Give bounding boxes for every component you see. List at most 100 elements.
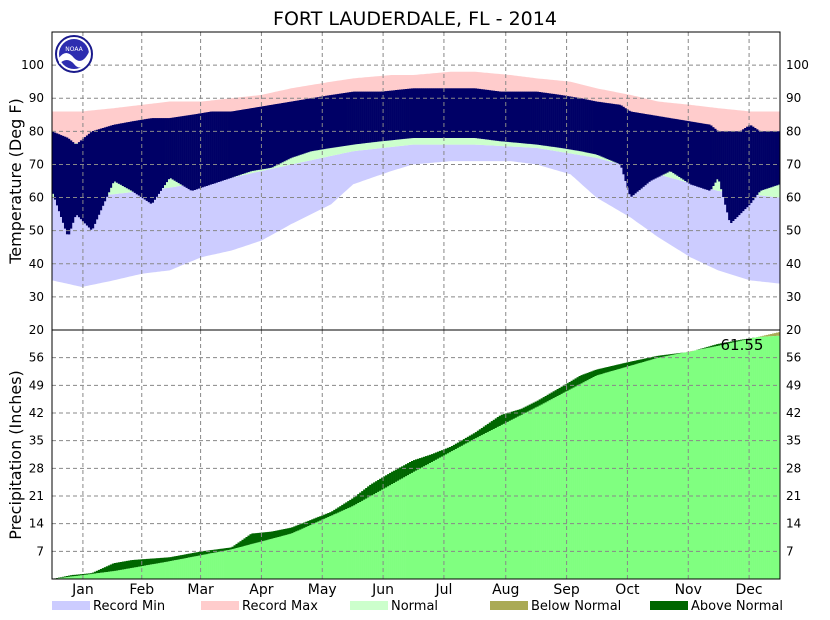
normal-precip-bar bbox=[343, 509, 346, 579]
observed-temp-bar bbox=[191, 114, 194, 191]
normal-precip-bar bbox=[552, 398, 555, 579]
observed-temp-bar bbox=[397, 89, 400, 140]
observed-temp-bar bbox=[241, 109, 244, 174]
above-normal-bar bbox=[630, 361, 633, 366]
above-normal-bar bbox=[466, 436, 470, 443]
normal-precip-bar bbox=[71, 576, 75, 579]
normal-precip-bar bbox=[668, 355, 671, 579]
observed-temp-bar bbox=[470, 88, 474, 138]
normal-precip-bar bbox=[133, 567, 137, 579]
normal-precip-bar bbox=[85, 574, 89, 579]
normal-precip-bar bbox=[199, 555, 202, 579]
above-normal-bar bbox=[143, 559, 147, 566]
temp-tick-label-left: 70 bbox=[29, 157, 44, 171]
observed-temp-bar bbox=[327, 95, 330, 149]
legend-swatch bbox=[52, 601, 90, 610]
observed-temp-bar bbox=[109, 125, 113, 188]
above-normal-bar bbox=[592, 370, 595, 377]
observed-temp-bar bbox=[349, 92, 352, 146]
observed-temp-bar bbox=[203, 112, 206, 187]
above-normal-bar bbox=[634, 360, 637, 365]
normal-precip-bar bbox=[512, 418, 516, 579]
above-normal-bar bbox=[217, 549, 220, 552]
observed-temp-bar bbox=[542, 92, 545, 146]
above-normal-bar bbox=[610, 366, 613, 372]
normal-precip-bar bbox=[474, 438, 478, 579]
observed-temp-bar bbox=[704, 123, 707, 190]
month-label-sep: Sep bbox=[553, 582, 580, 598]
observed-temp-bar bbox=[600, 102, 603, 157]
below-normal-bar bbox=[762, 335, 765, 337]
precip-tick-label-right: 21 bbox=[786, 489, 801, 503]
observed-temp-bar bbox=[426, 88, 430, 138]
observed-temp-bar bbox=[656, 115, 659, 178]
above-normal-bar bbox=[624, 362, 627, 368]
noaa-logo: NOAA bbox=[55, 35, 93, 73]
observed-temp-bar bbox=[680, 119, 683, 179]
normal-precip-bar bbox=[718, 345, 721, 579]
above-normal-bar bbox=[169, 557, 172, 561]
normal-precip-bar bbox=[710, 347, 713, 579]
above-normal-bar bbox=[444, 448, 448, 455]
above-normal-bar bbox=[448, 447, 452, 453]
observed-temp-bar bbox=[702, 123, 705, 189]
above-normal-bar bbox=[602, 367, 605, 374]
normal-precip-bar bbox=[73, 576, 77, 579]
observed-temp-bar bbox=[289, 101, 292, 159]
observed-temp-bar bbox=[530, 91, 533, 145]
above-normal-bar bbox=[313, 518, 316, 524]
above-normal-bar bbox=[484, 425, 488, 433]
above-normal-bar bbox=[341, 504, 344, 511]
observed-temp-bar bbox=[692, 121, 695, 186]
observed-temp-bar bbox=[357, 91, 360, 144]
observed-temp-bar bbox=[93, 130, 97, 224]
normal-precip-bar bbox=[464, 443, 468, 579]
normal-precip-bar bbox=[405, 476, 408, 579]
observed-temp-bar bbox=[239, 110, 242, 175]
observed-temp-bar bbox=[768, 131, 771, 188]
above-normal-bar bbox=[550, 392, 553, 400]
observed-temp-bar bbox=[560, 95, 563, 149]
temp-tick-label-left: 50 bbox=[29, 224, 44, 238]
above-normal-bar bbox=[139, 559, 143, 567]
observed-temp-bar bbox=[758, 130, 761, 193]
observed-temp-bar bbox=[492, 90, 496, 141]
observed-temp-bar bbox=[584, 99, 587, 153]
observed-temp-bar bbox=[341, 93, 344, 147]
observed-temp-bar bbox=[484, 89, 488, 140]
above-normal-bar bbox=[293, 526, 296, 533]
temp-tick-label-left: 80 bbox=[29, 124, 44, 138]
observed-temp-bar bbox=[107, 126, 111, 193]
normal-precip-bar bbox=[602, 373, 605, 579]
observed-temp-bar bbox=[664, 117, 667, 174]
month-label-jul: Jul bbox=[434, 582, 452, 598]
normal-precip-bar bbox=[281, 535, 284, 579]
below-normal-bar bbox=[778, 332, 781, 336]
observed-temp-bar bbox=[159, 118, 162, 191]
above-normal-bar bbox=[369, 484, 372, 497]
above-normal-bar bbox=[578, 376, 581, 385]
observed-temp-bar bbox=[375, 91, 378, 142]
observed-temp-bar bbox=[582, 98, 585, 152]
observed-temp-bar bbox=[730, 131, 733, 223]
observed-temp-bar bbox=[446, 88, 450, 138]
observed-temp-bar bbox=[716, 130, 719, 180]
above-normal-bar bbox=[329, 512, 332, 517]
above-normal-bar bbox=[123, 561, 127, 570]
normal-precip-bar bbox=[213, 552, 216, 579]
normal-precip-bar bbox=[355, 504, 358, 579]
normal-precip-bar bbox=[69, 576, 73, 579]
observed-temp-bar bbox=[466, 88, 470, 138]
above-normal-bar bbox=[417, 458, 420, 470]
observed-temp-bar bbox=[259, 106, 262, 170]
above-normal-bar bbox=[357, 494, 360, 503]
above-normal-bar bbox=[273, 531, 276, 538]
above-normal-bar bbox=[253, 533, 256, 544]
normal-precip-bar bbox=[223, 550, 226, 579]
legend-label: Below Normal bbox=[531, 599, 621, 614]
observed-temp-bar bbox=[740, 130, 743, 214]
normal-precip-bar bbox=[101, 572, 105, 579]
above-normal-bar bbox=[718, 343, 721, 346]
below-normal-bar bbox=[770, 334, 773, 337]
observed-temp-bar bbox=[245, 109, 248, 173]
